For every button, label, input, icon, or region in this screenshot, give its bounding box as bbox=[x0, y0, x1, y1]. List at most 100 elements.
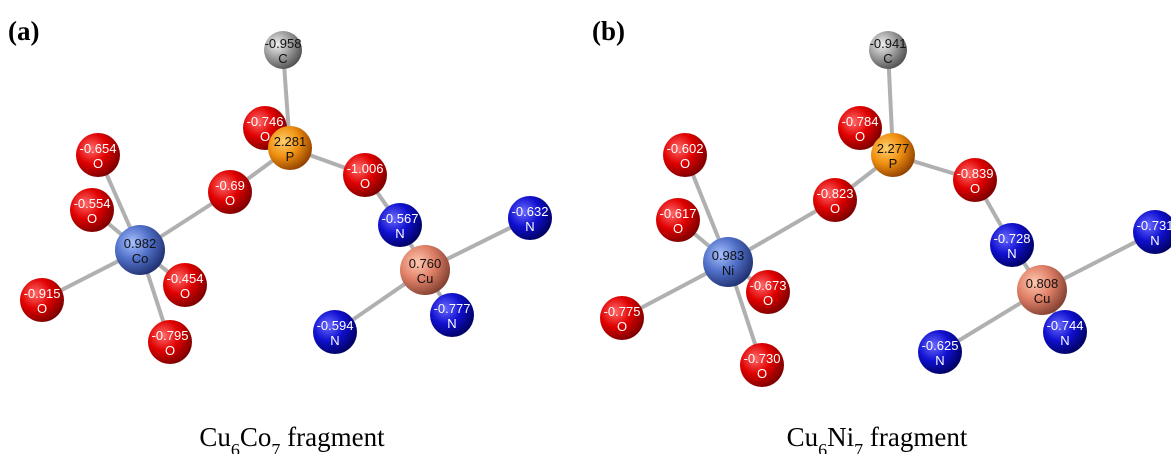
atom-charge: 2.281 bbox=[274, 134, 307, 149]
caption-text: Ni bbox=[827, 422, 854, 452]
atom-element: O bbox=[225, 193, 235, 208]
caption-text: fragment bbox=[280, 422, 385, 452]
atom-element: N bbox=[330, 333, 339, 348]
atom-charge: -0.632 bbox=[512, 204, 549, 219]
atom-element: N bbox=[1007, 246, 1016, 261]
atom-charge: -0.728 bbox=[994, 231, 1031, 246]
atom-element: P bbox=[286, 149, 295, 164]
atom-charge: 0.982 bbox=[124, 236, 157, 251]
atom-charge: -0.795 bbox=[152, 328, 189, 343]
atom-element: O bbox=[360, 176, 370, 191]
atom-element: Cu bbox=[417, 271, 434, 286]
atom: 0.982Co bbox=[115, 225, 165, 275]
atom-element: O bbox=[830, 201, 840, 216]
atom-element: O bbox=[260, 129, 270, 144]
atom-element: O bbox=[757, 366, 767, 381]
atom-charge: -1.006 bbox=[347, 161, 384, 176]
atom-element: O bbox=[673, 221, 683, 236]
caption-subscript: 6 bbox=[231, 440, 240, 454]
atom-element: O bbox=[970, 181, 980, 196]
atom-element: N bbox=[525, 219, 534, 234]
atom-charge: -0.823 bbox=[817, 186, 854, 201]
atom-charge: -0.775 bbox=[604, 304, 641, 319]
caption: Cu6Ni7 fragment bbox=[787, 422, 968, 454]
atom-charge: -0.915 bbox=[24, 286, 61, 301]
atom-element: N bbox=[447, 316, 456, 331]
atom-charge: -0.567 bbox=[382, 211, 419, 226]
caption-subscript: 6 bbox=[818, 440, 827, 454]
atom: -0.617O bbox=[656, 198, 700, 242]
atom-charge: -0.69 bbox=[215, 178, 245, 193]
caption-subscript: 7 bbox=[854, 440, 863, 454]
caption-text: Co bbox=[240, 422, 272, 452]
atom-element: O bbox=[855, 129, 865, 144]
atom-charge: -0.617 bbox=[660, 206, 697, 221]
atom-element: N bbox=[395, 226, 404, 241]
atom-element: O bbox=[37, 301, 47, 316]
atom-charge: -0.958 bbox=[265, 36, 302, 51]
atom: -0.567N bbox=[378, 203, 422, 247]
atom-charge: -0.731 bbox=[1137, 218, 1171, 233]
atom-charge: -0.594 bbox=[317, 318, 354, 333]
atom-charge: -0.839 bbox=[957, 166, 994, 181]
panel-label: (b) bbox=[592, 16, 625, 46]
atom-charge: -0.625 bbox=[922, 338, 959, 353]
atom-element: O bbox=[617, 319, 627, 334]
atom-element: Cu bbox=[1034, 291, 1051, 306]
atom-charge: -0.777 bbox=[434, 301, 471, 316]
atom-element: O bbox=[165, 343, 175, 358]
atom: -0.625N bbox=[918, 330, 962, 374]
atom-element: Co bbox=[132, 251, 149, 266]
atom-charge: -0.730 bbox=[744, 351, 781, 366]
atom-element: O bbox=[680, 156, 690, 171]
atom-element: O bbox=[180, 286, 190, 301]
atom-element: C bbox=[278, 51, 287, 66]
atom: -0.654O bbox=[76, 133, 120, 177]
caption: Cu6Co7 fragment bbox=[199, 422, 385, 454]
atom-charge: -0.744 bbox=[1047, 318, 1084, 333]
atom-element: N bbox=[1060, 333, 1069, 348]
atom-charge: -0.941 bbox=[870, 36, 907, 51]
atom: -0.69O bbox=[208, 170, 252, 214]
caption-text: Cu bbox=[199, 422, 231, 452]
atom: -0.775O bbox=[600, 296, 644, 340]
caption-text: Cu bbox=[787, 422, 819, 452]
panel: (b)-0.941C-0.784O2.277P-0.602O-0.823O-0.… bbox=[592, 16, 1171, 454]
caption-subscript: 7 bbox=[271, 440, 280, 454]
panel-label: (a) bbox=[8, 16, 39, 46]
atom-charge: -0.746 bbox=[247, 114, 284, 129]
atom-charge: 0.760 bbox=[409, 256, 442, 271]
atom-charge: 0.808 bbox=[1026, 276, 1059, 291]
atom-charge: -0.654 bbox=[80, 141, 117, 156]
atom: 0.760Cu bbox=[400, 245, 450, 295]
atom-charge: 0.983 bbox=[712, 248, 745, 263]
atom-element: N bbox=[935, 353, 944, 368]
atom-charge: -0.602 bbox=[667, 141, 704, 156]
atom-element: O bbox=[87, 211, 97, 226]
atom: -0.602O bbox=[663, 133, 707, 177]
atom-element: N bbox=[1150, 233, 1159, 248]
atom-charge: -0.673 bbox=[750, 278, 787, 293]
caption-text: fragment bbox=[863, 422, 968, 452]
atom-element: Ni bbox=[722, 263, 734, 278]
atom-charge: -0.554 bbox=[74, 196, 111, 211]
figure: (a)-0.958C-0.746O2.281P-0.654O-0.69O-1.0… bbox=[0, 0, 1171, 454]
